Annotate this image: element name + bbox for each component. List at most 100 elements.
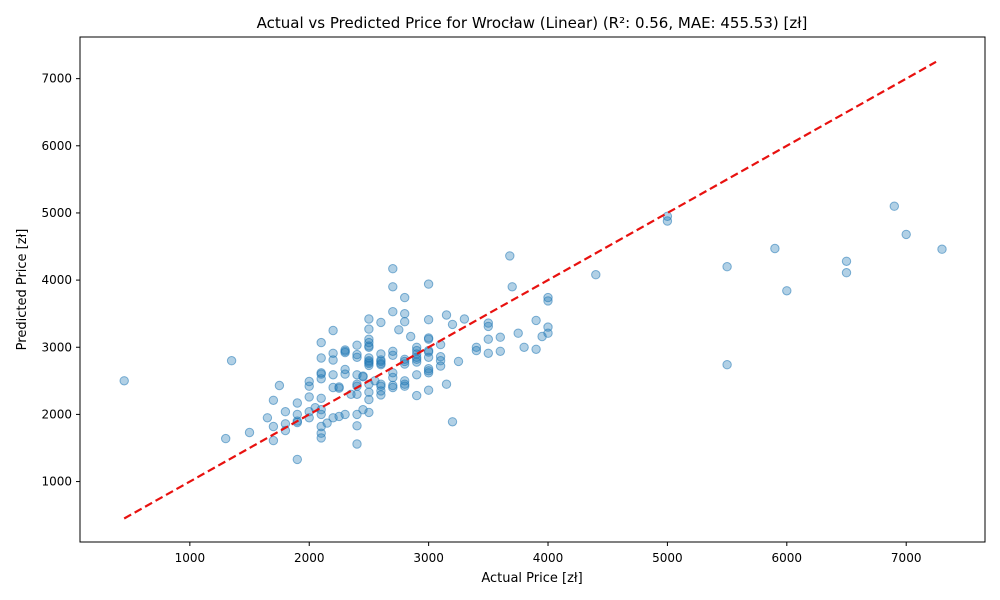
- data-point: [322, 418, 332, 428]
- data-point: [889, 201, 899, 211]
- data-point: [841, 268, 852, 278]
- data-point: [406, 331, 416, 342]
- x-tick-label: 1000: [175, 551, 206, 565]
- data-point: [483, 321, 493, 332]
- data-point: [364, 356, 374, 366]
- data-point: [292, 409, 302, 420]
- y-tick-label: 2000: [41, 407, 72, 421]
- data-point: [447, 319, 458, 330]
- x-tick-label: 5000: [652, 551, 683, 565]
- data-point: [328, 355, 338, 365]
- data-point: [400, 317, 410, 327]
- y-tick-label: 4000: [41, 273, 72, 287]
- x-axis: 1000 2000 3000 4000 5000 6000 7000: [175, 542, 922, 565]
- data-point: [328, 325, 338, 336]
- data-point: [316, 337, 326, 348]
- data-point: [268, 435, 279, 446]
- data-point: [483, 318, 493, 328]
- data-point: [244, 427, 255, 438]
- data-point: [280, 407, 291, 417]
- data-point: [388, 282, 398, 292]
- data-point: [400, 292, 410, 303]
- data-point: [441, 310, 452, 320]
- data-point: [376, 379, 386, 389]
- data-point: [316, 353, 326, 363]
- data-point: [471, 342, 482, 352]
- reference-line-group: [123, 60, 937, 520]
- data-point: [400, 309, 410, 319]
- data-point: [376, 349, 386, 359]
- data-point: [841, 256, 852, 266]
- data-point: [423, 385, 434, 395]
- data-point: [274, 380, 285, 391]
- data-point: [388, 372, 398, 383]
- data-point: [770, 243, 780, 254]
- x-tick-label: 3000: [413, 551, 444, 565]
- data-point: [328, 348, 338, 358]
- data-point: [364, 353, 374, 363]
- y-tick-label: 1000: [41, 475, 72, 489]
- data-point: [423, 315, 434, 325]
- data-point: [364, 337, 374, 348]
- data-point: [340, 409, 350, 420]
- data-point: [340, 364, 350, 375]
- data-point: [662, 211, 673, 222]
- data-point: [495, 346, 505, 356]
- data-point: [304, 376, 314, 387]
- data-point: [364, 341, 374, 351]
- data-point: [352, 421, 362, 431]
- data-point: [316, 368, 326, 378]
- data-point: [352, 389, 362, 399]
- data-point: [328, 370, 338, 380]
- data-point: [447, 417, 458, 427]
- data-point: [412, 390, 422, 401]
- data-point: [221, 433, 231, 444]
- data-point: [364, 394, 374, 405]
- data-point: [459, 314, 470, 324]
- data-points: [119, 201, 947, 465]
- data-point: [423, 333, 434, 343]
- data-point: [352, 439, 362, 449]
- data-point: [423, 279, 434, 289]
- data-point: [119, 376, 129, 386]
- data-point: [901, 229, 911, 240]
- x-tick-label: 4000: [533, 551, 564, 565]
- data-point: [435, 352, 446, 362]
- data-point: [507, 282, 517, 292]
- data-point: [262, 413, 273, 423]
- data-point: [543, 322, 553, 332]
- data-point: [376, 317, 386, 328]
- data-point: [352, 352, 362, 362]
- y-tick-label: 7000: [41, 72, 72, 86]
- data-point: [937, 244, 947, 254]
- x-tick-label: 6000: [772, 551, 803, 565]
- data-point: [364, 334, 374, 344]
- y-tick-label: 6000: [41, 139, 72, 153]
- data-point: [513, 328, 523, 338]
- data-point: [471, 345, 482, 356]
- data-point: [268, 395, 279, 405]
- data-point: [316, 393, 326, 403]
- data-point: [226, 356, 237, 366]
- data-point: [364, 407, 374, 418]
- y-axis-label: Predicted Price [zł]: [15, 229, 30, 351]
- data-point: [531, 315, 541, 326]
- y-tick-label: 5000: [41, 206, 72, 220]
- y-tick-label: 3000: [41, 340, 72, 354]
- plot-frame: [79, 36, 986, 543]
- data-point: [483, 348, 493, 358]
- data-point: [423, 352, 434, 362]
- data-point: [304, 392, 314, 402]
- data-point: [364, 387, 374, 397]
- data-point: [304, 381, 314, 391]
- data-point: [352, 349, 362, 360]
- data-point: [453, 356, 464, 367]
- data-point: [722, 262, 732, 272]
- data-point: [543, 292, 553, 303]
- data-point: [423, 364, 434, 374]
- data-point: [441, 379, 452, 389]
- data-point: [340, 345, 350, 355]
- x-tick-label: 7000: [891, 551, 922, 565]
- data-point: [388, 307, 398, 317]
